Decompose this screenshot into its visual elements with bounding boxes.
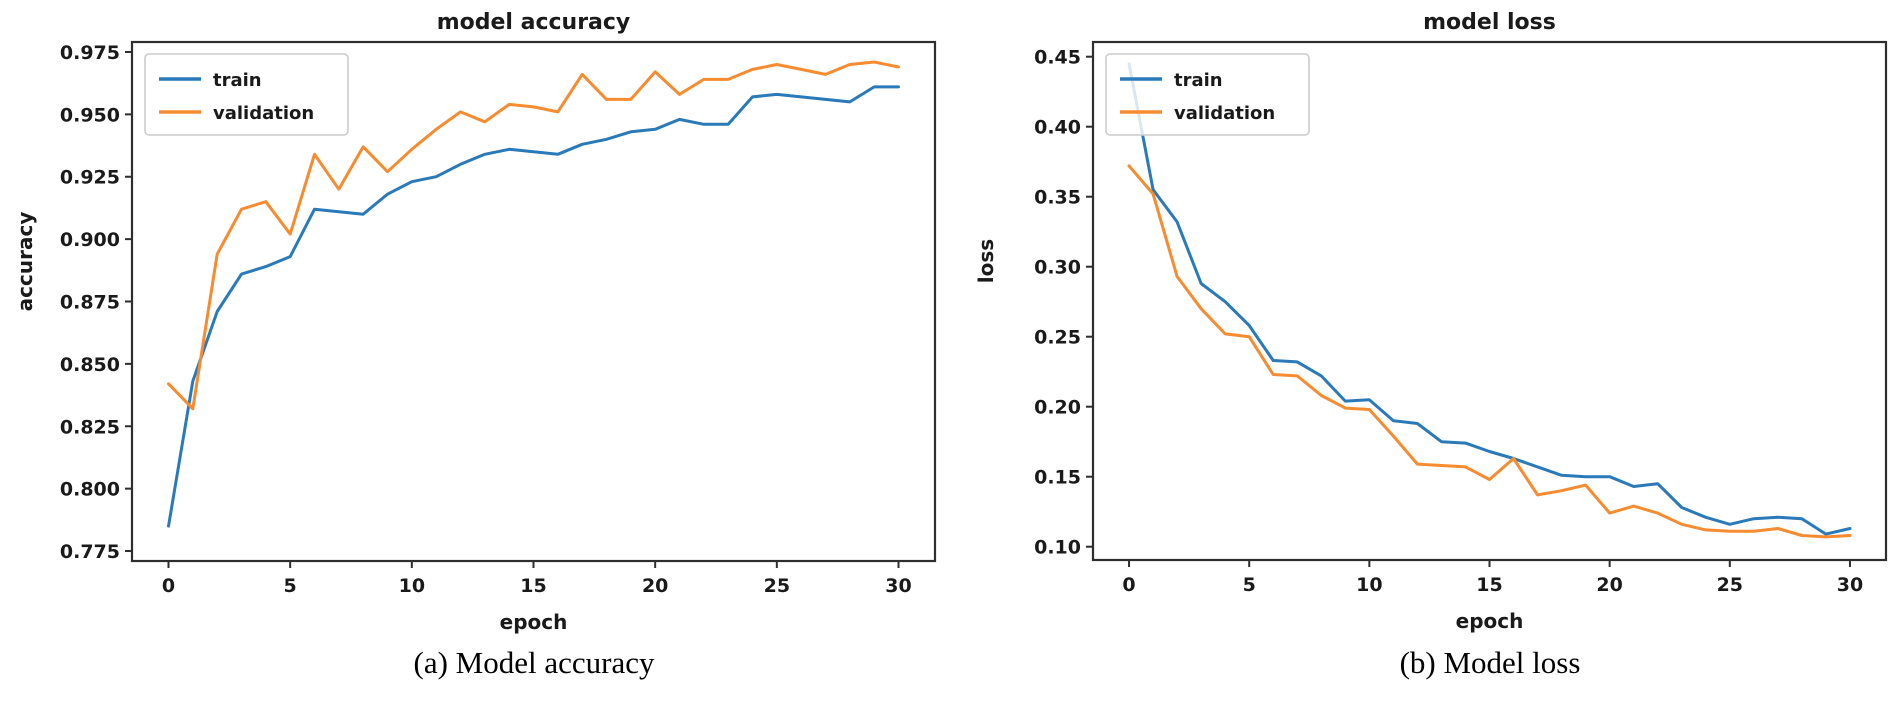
chart-title: model accuracy bbox=[437, 10, 631, 35]
legend-label-train: train bbox=[213, 70, 262, 91]
x-axis-label: epoch bbox=[1456, 609, 1524, 633]
y-tick-label: 0.20 bbox=[1034, 397, 1081, 419]
y-tick-label: 0.775 bbox=[60, 541, 120, 563]
y-tick-label: 0.30 bbox=[1034, 257, 1081, 279]
legend-label-train: train bbox=[1174, 70, 1223, 91]
y-tick-label: 0.15 bbox=[1034, 467, 1081, 489]
y-tick-label: 0.875 bbox=[60, 292, 120, 314]
legend-box bbox=[1105, 53, 1310, 136]
y-axis-label: accuracy bbox=[13, 212, 37, 312]
x-tick-label: 10 bbox=[399, 575, 425, 597]
x-tick-label: 20 bbox=[642, 575, 668, 597]
loss-chart: 0 5 10 15 20 25 30 0.10 0.15 0.20 0.25 0.30 0.35 0.40… bbox=[974, 10, 1888, 633]
y-tick-label: 0.925 bbox=[60, 167, 120, 189]
y-tick-label: 0.25 bbox=[1034, 327, 1081, 349]
y-tick-label: 0.900 bbox=[60, 229, 120, 251]
series-line-train bbox=[167, 85, 900, 528]
x-tick-label: 30 bbox=[1837, 574, 1863, 596]
x-axis-label: epoch bbox=[500, 610, 568, 634]
caption-b: (b) Model loss bbox=[1399, 645, 1581, 680]
x-tick-label: 30 bbox=[885, 575, 911, 597]
chart-title: model loss bbox=[1423, 10, 1556, 35]
x-tick-label: 25 bbox=[764, 575, 790, 597]
series-line-train bbox=[1127, 62, 1852, 536]
x-tick-label: 15 bbox=[520, 575, 546, 597]
x-tick-label: 0 bbox=[162, 575, 175, 597]
legend: train validation bbox=[144, 53, 349, 136]
legend-box bbox=[144, 53, 349, 136]
legend-label-validation: validation bbox=[1174, 103, 1275, 124]
series-line-validation bbox=[1127, 164, 1852, 539]
x-tick-label: 0 bbox=[1122, 574, 1135, 596]
accuracy-chart: 0 5 10 15 20 25 30 0.775 0.800 0.825 0.850 0.875 0.9… bbox=[13, 10, 937, 634]
series-line-validation bbox=[167, 60, 900, 411]
y-tick-label: 0.800 bbox=[60, 479, 120, 501]
y-axis-label: loss bbox=[974, 239, 998, 283]
y-tick-label: 0.35 bbox=[1034, 187, 1081, 209]
y-tick-label: 0.825 bbox=[60, 416, 120, 438]
y-tick-label: 0.40 bbox=[1034, 117, 1081, 139]
y-tick-label: 0.850 bbox=[60, 354, 120, 376]
y-tick-label: 0.950 bbox=[60, 104, 120, 126]
legend: train validation bbox=[1105, 53, 1310, 136]
y-tick-label: 0.45 bbox=[1034, 47, 1081, 69]
x-tick-label: 25 bbox=[1717, 574, 1743, 596]
x-tick-label: 20 bbox=[1596, 574, 1622, 596]
x-tick-label: 15 bbox=[1476, 574, 1502, 596]
x-tick-label: 10 bbox=[1356, 574, 1382, 596]
x-tick-label: 5 bbox=[1243, 574, 1256, 596]
charts-canvas: 0 5 10 15 20 25 30 0.775 0.800 0.825 0.850 0.875 0.9… bbox=[13, 10, 1888, 634]
y-tick-label: 0.975 bbox=[60, 42, 120, 64]
x-tick-label: 5 bbox=[284, 575, 297, 597]
legend-label-validation: validation bbox=[213, 103, 314, 124]
caption-a: (a) Model accuracy bbox=[413, 645, 655, 680]
y-tick-label: 0.10 bbox=[1034, 537, 1081, 559]
